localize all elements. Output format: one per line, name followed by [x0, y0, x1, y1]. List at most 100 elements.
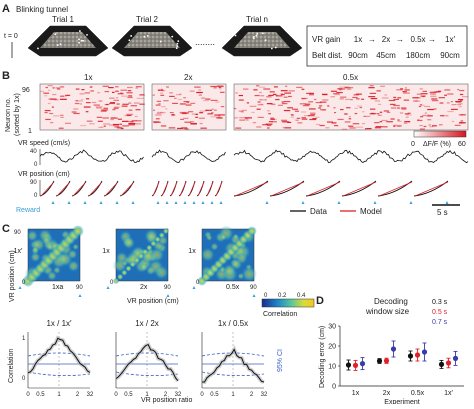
- activity-streak: [116, 103, 120, 105]
- position-model-segment: [378, 181, 413, 197]
- activity-streak: [312, 118, 317, 120]
- activity-streak: [458, 122, 462, 124]
- activity-streak: [283, 100, 291, 103]
- panel-b: B 1x 2x 0.5x 96 1 Neuron no. (sorted by …: [2, 70, 469, 217]
- time-scale-label: 5 s: [437, 208, 448, 217]
- d-category-label: 2x: [383, 390, 391, 397]
- corr-map-reward: [78, 294, 82, 297]
- neuron-ylabel-1: Neuron no.: [5, 97, 12, 132]
- reward-label: Reward: [16, 207, 40, 214]
- activity-streak: [296, 86, 303, 89]
- activity-streak: [290, 116, 295, 118]
- activity-streak: [117, 127, 123, 129]
- activity-streak: [315, 116, 320, 118]
- activity-streak: [154, 121, 161, 123]
- activity-streak: [109, 124, 113, 126]
- corr-cbar-tick-0: 0: [264, 293, 268, 299]
- position-model-segment: [206, 181, 214, 197]
- activity-streak: [91, 101, 97, 104]
- activity-streak: [179, 103, 186, 105]
- activity-streak: [416, 93, 422, 95]
- activity-streak: [307, 115, 315, 117]
- d-point: [452, 355, 459, 361]
- reward-drop: [219, 201, 223, 204]
- panel-a: A Blinking tunnel t = 0 Trial 1 Trial 2 Tr…: [2, 3, 468, 67]
- corr-blob: [72, 243, 79, 251]
- activity-streak: [218, 88, 222, 90]
- activity-streak: [215, 101, 220, 103]
- activity-streak: [281, 120, 287, 122]
- activity-streak: [45, 118, 51, 121]
- activity-streak: [433, 108, 437, 110]
- activity-streak: [390, 118, 395, 120]
- activity-streak: [112, 124, 115, 126]
- position-data-segment: [119, 180, 135, 197]
- activity-streak: [184, 128, 189, 130]
- d-xlabel: Experiment: [384, 399, 419, 404]
- activity-streak: [200, 127, 207, 129]
- d-ytick-label: 10: [328, 364, 336, 371]
- activity-streak: [199, 112, 204, 114]
- activity-streak: [59, 86, 65, 88]
- d-legend-entry: 0.5 s: [432, 309, 448, 316]
- activity-streak: [402, 92, 410, 94]
- activity-streak: [348, 116, 351, 118]
- neuron-ytick-bottom: 1: [28, 128, 32, 135]
- line-plot-xtick: 0.5: [210, 392, 219, 398]
- activity-streak: [74, 102, 80, 105]
- tunnel-light-dot: [82, 39, 85, 42]
- activity-streak: [160, 112, 166, 114]
- line-plot-xtick: 0: [114, 392, 118, 398]
- activity-streak: [419, 88, 423, 90]
- activity-streak: [256, 126, 262, 128]
- activity-streak: [401, 107, 407, 109]
- position-model-segment: [40, 181, 55, 197]
- activity-streak: [427, 114, 430, 116]
- reward-markers: [51, 201, 449, 204]
- position-model-segment: [56, 181, 71, 197]
- activity-streak: [268, 94, 274, 97]
- activity-streak: [281, 101, 285, 103]
- activity-streak: [319, 101, 327, 103]
- activity-streak: [267, 124, 272, 127]
- tunnel-light-dot: [146, 34, 149, 37]
- position-tick-0: 0: [34, 193, 38, 199]
- activity-streak: [239, 119, 246, 121]
- activity-streak: [412, 97, 419, 99]
- tunnel-light-dot: [54, 33, 57, 36]
- corr-diagonal: [71, 225, 84, 238]
- activity-streak: [330, 96, 336, 98]
- activity-streak: [75, 100, 79, 102]
- activity-streak: [301, 116, 306, 119]
- activity-streak: [199, 93, 202, 96]
- activity-streak: [190, 102, 196, 104]
- activity-streak: [58, 127, 64, 129]
- activity-streak: [121, 95, 128, 97]
- activity-streak: [95, 106, 103, 108]
- activity-streak: [301, 118, 308, 120]
- activity-streak: [190, 122, 197, 125]
- activity-streak: [280, 119, 287, 121]
- activity-streak: [128, 102, 132, 104]
- activity-streak: [109, 102, 116, 105]
- corr-map-ycond: 1x′: [14, 248, 23, 255]
- activity-streak: [430, 93, 436, 95]
- activity-streak: [180, 118, 184, 121]
- activity-streak: [100, 126, 104, 128]
- position-model-segment: [170, 181, 178, 197]
- activity-streak: [110, 117, 116, 119]
- activity-streak: [217, 115, 221, 117]
- activity-streak: [110, 118, 114, 121]
- activity-streak: [157, 89, 160, 91]
- neuron-ytick-top: 96: [22, 87, 30, 94]
- corr-map-ycond: 1x: [188, 248, 196, 255]
- activity-streak: [284, 92, 291, 94]
- activity-streak: [296, 117, 301, 119]
- trial-label: Trial 1: [52, 15, 74, 24]
- activity-streak: [85, 111, 89, 113]
- line-plot-xtick: 1: [57, 392, 61, 398]
- activity-streak: [309, 92, 314, 94]
- activity-streak: [113, 107, 119, 109]
- activity-streak: [81, 98, 84, 101]
- belt-row-label: Belt dist.: [312, 51, 343, 60]
